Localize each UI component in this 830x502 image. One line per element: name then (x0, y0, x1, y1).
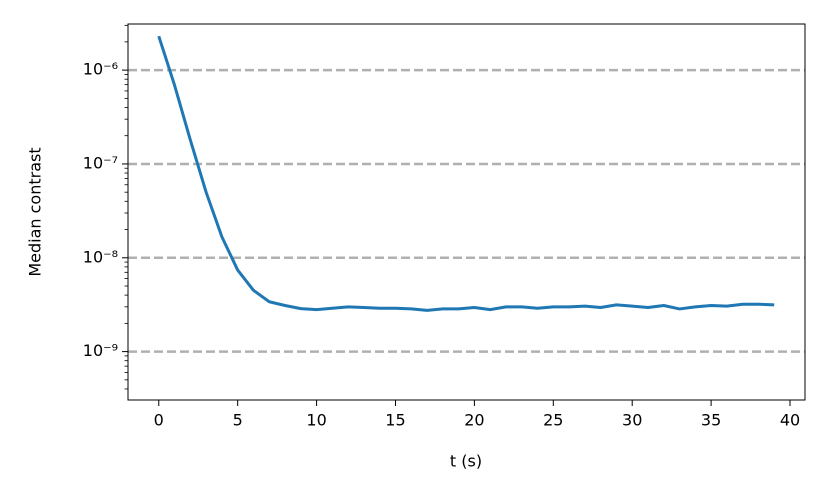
plot-frame (127, 23, 806, 401)
x-tick-label: 35 (701, 411, 721, 430)
y-tick-label: 10⁻⁷ (83, 153, 118, 172)
data-line (157, 35, 775, 312)
x-tick-label: 40 (780, 411, 800, 430)
x-tick-label: 5 (233, 411, 243, 430)
x-axis-label: t (s) (450, 452, 482, 471)
x-tick-label: 15 (385, 411, 405, 430)
y-tick-label: 10⁻⁹ (83, 341, 118, 360)
x-tick-label: 25 (543, 411, 563, 430)
y-axis-label: Median contrast (26, 147, 45, 276)
x-tick-label: 0 (154, 411, 164, 430)
x-tick-label: 30 (622, 411, 642, 430)
x-tick-label: 10 (306, 411, 326, 430)
x-tick-label: 20 (464, 411, 484, 430)
y-tick-label: 10⁻⁶ (83, 60, 118, 79)
y-tick-label: 10⁻⁸ (83, 247, 118, 266)
